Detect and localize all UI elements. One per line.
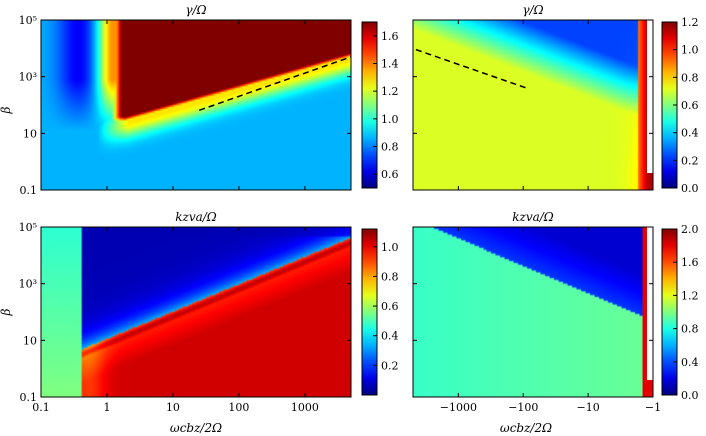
colorbar-tick-label: 1.2 [681,16,699,29]
y-axis-label-bottom: β [0,308,13,316]
panel-title: γ/Ω [185,3,206,17]
undefined-region [647,227,653,380]
panel-title: kzva/Ω [175,210,217,224]
panel-top-left: γ/Ω 0.1 10 10³ 10⁵ 0.6 0.8 1.0 1.2 1.4 1.6 [19,3,399,197]
x-tick-label: 1 [103,401,110,414]
panel-title: γ/Ω [522,3,543,17]
panel-top-right: γ/Ω 0.0 0.2 0.4 0.6 0.8 1.0 1.2 [412,3,699,195]
x-tick-label: 100 [228,401,249,414]
colorbar-tick-label: 0.4 [381,330,399,343]
colorbar-tick-label: 2.0 [681,223,699,236]
colorbar-tick-label: 0.6 [381,168,399,181]
y-axis-label-top: β [0,106,13,114]
heatmap-image [413,227,653,397]
dashed-line [198,56,352,112]
plot-frame [412,19,654,191]
colorbar-tick-label: 1.0 [681,44,699,57]
colorbar-tick-label: 0.0 [681,182,699,195]
panel-bottom-right: kzva/Ω −1000 −100 −10 −1 0.0 0.4 0.8 1.2 1.6 2.0 [412,210,699,414]
y-tick-label: 10⁵ [19,221,37,234]
x-axis-label-left: ωcbz/2Ω [170,421,222,435]
y-tick-label: 0.1 [20,391,38,404]
x-tick-label: −1 [645,401,661,414]
colorbar-tick-label: 0.8 [381,141,399,154]
heatmap-image [41,227,351,397]
colorbar-tick-label: 0.2 [381,359,399,372]
colorbar [661,228,678,396]
y-tick-label: 10³ [19,71,37,84]
x-axis-label-right: ωcbz/2Ω [500,421,552,435]
y-tick-label: 10 [23,334,37,347]
y-tick-label: 0.1 [20,184,38,197]
plot-frame [40,19,352,191]
colorbar-tick-label: 1.2 [381,85,399,98]
colorbar-tick-label: 1.2 [681,289,699,302]
colorbar-tick-label: 0.8 [681,71,699,84]
colorbar-tick-label: 0.2 [681,154,699,167]
colorbar [361,228,378,396]
x-tick-label: 0.1 [32,401,50,414]
undefined-region [647,20,653,173]
x-tick-label: 1000 [291,401,319,414]
x-tick-label: 10 [166,401,180,414]
colorbar-tick-label: 0.6 [681,99,699,112]
panel-bottom-left: kzva/Ω 0.1 1 10 100 1000 0.1 10 10³ 10⁵ 0.2 0.4 0.6 0… [19,210,399,414]
colorbar-tick-label: 1.6 [381,30,399,43]
colorbar-tick-label: 0.4 [681,127,699,140]
x-tick-label: −10 [577,401,600,414]
colorbar-tick-label: 1.0 [381,241,399,254]
colorbar-tick-label: 0.0 [681,389,699,402]
colorbar-tick-label: 0.8 [381,270,399,283]
colorbar-tick-label: 0.4 [681,356,699,369]
x-tick-label: −1000 [440,401,477,414]
colorbar-tick-label: 1.4 [381,58,399,71]
colorbar-tick-label: 0.6 [381,300,399,313]
colorbar-tick-label: 0.8 [681,323,699,336]
y-tick-label: 10⁵ [19,14,37,27]
colorbar-tick-label: 1.6 [681,256,699,269]
y-tick-label: 10³ [19,278,37,291]
plot-frame [412,226,654,398]
colorbar [361,21,378,189]
x-tick-label: −100 [508,401,538,414]
panel-title: kzva/Ω [512,210,554,224]
y-tick-label: 10 [23,127,37,140]
heatmap-image [413,20,653,190]
heatmap-image [41,20,351,190]
plot-frame [40,226,352,398]
colorbar-tick-label: 1.0 [381,113,399,126]
